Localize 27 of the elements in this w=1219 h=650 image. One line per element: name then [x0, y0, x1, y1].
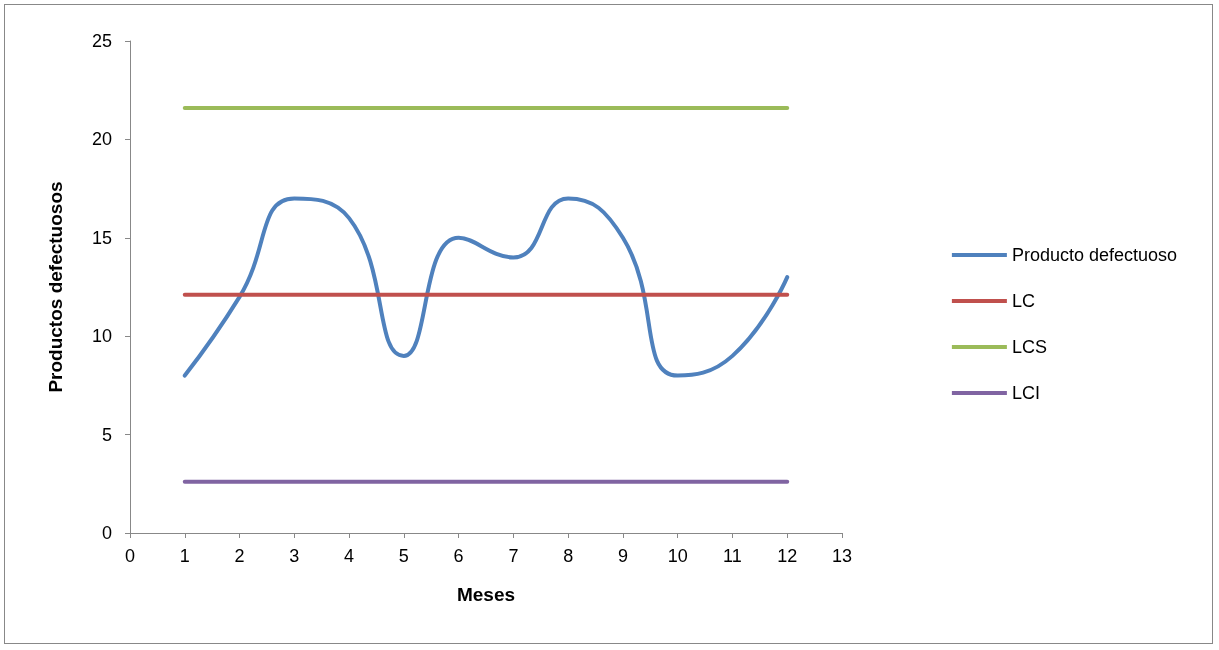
y-tick-label: 20 — [91, 129, 112, 150]
x-tick-label: 10 — [667, 546, 688, 566]
legend-label: LC — [1011, 291, 1035, 311]
x-tick-label: 4 — [344, 546, 355, 566]
line-series — [182, 196, 790, 378]
x-tick-label: 12 — [777, 546, 798, 566]
x-tick-label: 0 — [124, 546, 136, 566]
x-tick-label: 6 — [453, 546, 464, 566]
y-tick-label: 15 — [91, 227, 112, 248]
y-tick-label: 25 — [91, 31, 112, 51]
legend-label: LCI — [1011, 383, 1040, 403]
x-tick-label: 5 — [398, 546, 409, 566]
x-tick-label: 1 — [179, 546, 190, 566]
x-tick-label: 11 — [723, 546, 742, 566]
x-tick-label: 2 — [234, 546, 245, 566]
legend-label: LCS — [1011, 337, 1047, 357]
x-tick-label: 7 — [508, 546, 519, 566]
y-tick-label: 10 — [91, 326, 112, 347]
x-tick-label: 9 — [617, 546, 628, 566]
y-tick-label: 5 — [101, 424, 112, 445]
y-tick-label: 0 — [101, 523, 112, 543]
x-tick-label: 8 — [563, 546, 574, 566]
x-tick-label: 3 — [289, 546, 300, 566]
x-tick-label: 13 — [831, 546, 853, 566]
y-axis-title: Productos defectuosos — [45, 181, 66, 393]
legend-label: Producto defectuoso — [1011, 245, 1178, 265]
x-axis-title: Meses — [456, 584, 516, 605]
